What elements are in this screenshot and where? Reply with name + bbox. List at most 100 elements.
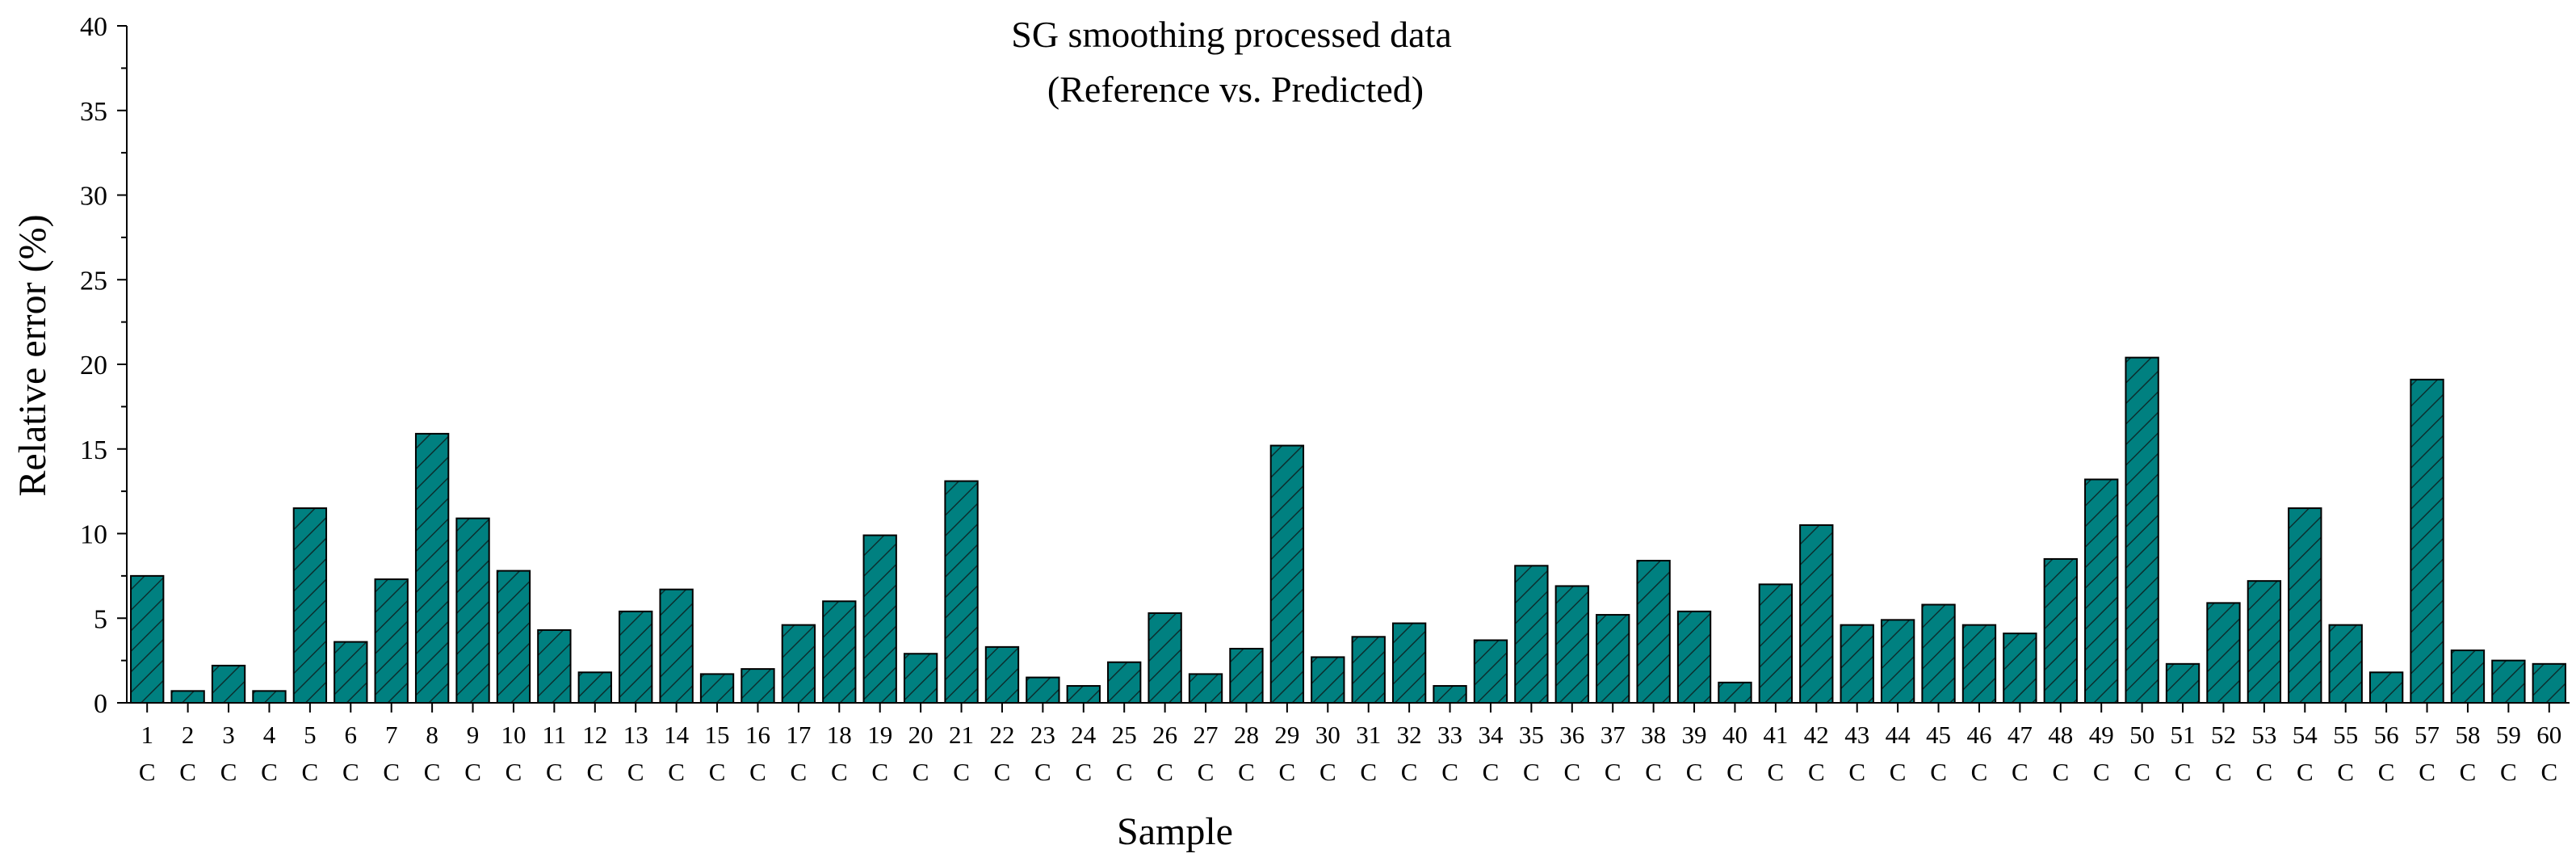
bar <box>903 653 938 704</box>
x-tick-label: 9 <box>467 721 480 749</box>
bar <box>1147 612 1182 704</box>
x-tick-sublabel: C <box>506 758 522 786</box>
x-tick-label: 28 <box>1234 721 1259 749</box>
x-tick-label: 3 <box>222 721 235 749</box>
x-tick-sublabel: C <box>1156 758 1173 786</box>
x-tick-sublabel: C <box>586 758 603 786</box>
y-tick-label: 10 <box>80 520 107 550</box>
x-tick-label: 13 <box>623 721 648 749</box>
bar <box>2491 659 2526 704</box>
x-tick-label: 29 <box>1274 721 1299 749</box>
bar <box>2084 478 2119 704</box>
bar <box>1880 619 1915 704</box>
x-tick-label: 16 <box>745 721 770 749</box>
bar <box>170 690 205 704</box>
x-tick-label: 30 <box>1315 721 1340 749</box>
x-tick-sublabel: C <box>1563 758 1580 786</box>
bar <box>862 534 897 704</box>
x-tick-sublabel: C <box>1523 758 1540 786</box>
x-tick-label: 15 <box>705 721 730 749</box>
y-tick-label: 25 <box>80 266 107 296</box>
bar <box>2206 602 2241 704</box>
bar <box>374 578 409 704</box>
x-tick-sublabel: C <box>2256 758 2273 786</box>
x-tick-label: 49 <box>2089 721 2114 749</box>
bar <box>334 641 368 704</box>
x-tick-label: 48 <box>2048 721 2073 749</box>
bar <box>1026 676 1060 704</box>
x-tick-sublabel: C <box>1360 758 1377 786</box>
x-tick-label: 4 <box>263 721 276 749</box>
x-tick-label: 43 <box>1844 721 1869 749</box>
bar <box>984 645 1020 704</box>
bar <box>2450 650 2486 704</box>
bar <box>1188 673 1223 704</box>
x-tick-label: 36 <box>1559 721 1584 749</box>
x-tick-sublabel: C <box>2093 758 2110 786</box>
x-tick-label: 45 <box>1926 721 1951 749</box>
x-tick-label: 8 <box>426 721 438 749</box>
x-tick-label: 1 <box>141 721 153 749</box>
bar <box>2410 378 2444 704</box>
bar <box>2003 633 2037 704</box>
x-tick-sublabel: C <box>302 758 319 786</box>
x-tick-label: 27 <box>1194 721 1219 749</box>
x-tick-label: 19 <box>867 721 892 749</box>
bar <box>2125 356 2159 704</box>
x-tick-label: 51 <box>2171 721 2196 749</box>
bar <box>2328 624 2363 704</box>
x-tick-label: 53 <box>2251 721 2276 749</box>
x-tick-label: 39 <box>1682 721 1707 749</box>
bar <box>2288 507 2322 704</box>
x-tick-sublabel: C <box>1768 758 1785 786</box>
x-tick-label: 50 <box>2129 721 2154 749</box>
x-tick-sublabel: C <box>261 758 278 786</box>
x-tick-label: 26 <box>1152 721 1177 749</box>
x-tick-label: 46 <box>1966 721 1991 749</box>
x-tick-sublabel: C <box>546 758 563 786</box>
x-tick-sublabel: C <box>1971 758 1988 786</box>
bar <box>1351 636 1386 704</box>
x-tick-label: 25 <box>1112 721 1137 749</box>
x-tick-sublabel: C <box>2337 758 2354 786</box>
x-tick-sublabel: C <box>1116 758 1133 786</box>
y-tick-label: 40 <box>80 12 107 42</box>
x-tick-sublabel: C <box>139 758 156 786</box>
x-tick-label: 11 <box>542 721 566 749</box>
x-tick-sublabel: C <box>179 758 196 786</box>
x-tick-label: 33 <box>1437 721 1462 749</box>
x-tick-sublabel: C <box>2052 758 2069 786</box>
y-tick-label: 30 <box>80 182 107 212</box>
x-tick-label: 5 <box>304 721 317 749</box>
x-tick-label: 56 <box>2374 721 2399 749</box>
x-tick-sublabel: C <box>831 758 848 786</box>
x-tick-sublabel: C <box>464 758 481 786</box>
x-tick-label: 2 <box>182 721 195 749</box>
x-tick-label: 31 <box>1356 721 1381 749</box>
bar <box>1269 444 1305 704</box>
bar <box>1391 622 1427 704</box>
x-tick-sublabel: C <box>1930 758 1947 786</box>
x-tick-sublabel: C <box>342 758 359 786</box>
x-tick-label: 42 <box>1804 721 1829 749</box>
x-tick-sublabel: C <box>2215 758 2232 786</box>
y-tick-label: 35 <box>80 97 107 127</box>
x-tick-label: 23 <box>1030 721 1055 749</box>
bar <box>740 668 775 704</box>
x-tick-label: 58 <box>2455 721 2480 749</box>
chart-subtitle: (Reference vs. Predicted) <box>1047 69 1424 110</box>
x-tick-sublabel: C <box>220 758 237 786</box>
x-tick-sublabel: C <box>1401 758 1418 786</box>
x-tick-label: 6 <box>345 721 358 749</box>
x-tick-sublabel: C <box>2540 758 2557 786</box>
bar <box>1840 624 1874 704</box>
x-tick-sublabel: C <box>1319 758 1336 786</box>
x-tick-sublabel: C <box>953 758 970 786</box>
x-tick-sublabel: C <box>2460 758 2477 786</box>
bar <box>1229 647 1264 704</box>
x-tick-sublabel: C <box>2297 758 2314 786</box>
x-tick-label: 59 <box>2496 721 2521 749</box>
x-tick-sublabel: C <box>1483 758 1500 786</box>
x-tick-label: 14 <box>664 721 690 749</box>
bar <box>252 690 287 704</box>
